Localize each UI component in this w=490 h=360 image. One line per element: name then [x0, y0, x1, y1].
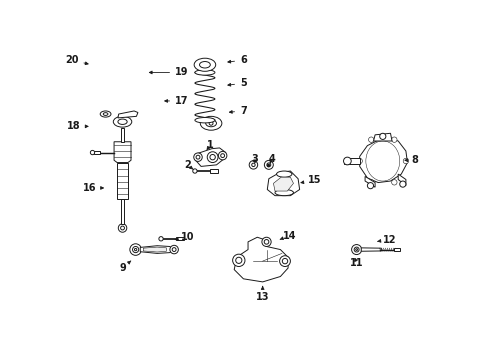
Circle shape — [121, 226, 124, 230]
Ellipse shape — [194, 58, 216, 71]
Polygon shape — [195, 148, 226, 166]
Ellipse shape — [100, 111, 111, 117]
Circle shape — [207, 152, 218, 163]
Ellipse shape — [113, 116, 132, 127]
Ellipse shape — [195, 117, 215, 123]
Text: 20: 20 — [65, 55, 88, 65]
Text: 4: 4 — [269, 154, 275, 164]
Circle shape — [134, 248, 137, 251]
Polygon shape — [373, 133, 392, 141]
Circle shape — [170, 245, 178, 254]
Ellipse shape — [195, 70, 215, 75]
Ellipse shape — [276, 171, 292, 177]
Circle shape — [210, 154, 215, 160]
Ellipse shape — [366, 141, 400, 181]
Ellipse shape — [200, 116, 222, 130]
Circle shape — [219, 152, 227, 160]
Polygon shape — [360, 138, 407, 183]
Circle shape — [193, 169, 197, 173]
Text: 2: 2 — [184, 160, 194, 170]
Text: 1: 1 — [207, 140, 214, 150]
Polygon shape — [234, 237, 288, 282]
Polygon shape — [210, 169, 218, 173]
Circle shape — [209, 121, 213, 125]
Polygon shape — [393, 248, 400, 252]
Polygon shape — [143, 247, 167, 252]
Circle shape — [267, 163, 271, 167]
Circle shape — [368, 180, 374, 185]
Polygon shape — [121, 128, 124, 142]
Polygon shape — [94, 150, 100, 154]
Circle shape — [172, 248, 176, 252]
Circle shape — [343, 157, 351, 165]
Text: 9: 9 — [119, 261, 131, 273]
Circle shape — [403, 158, 409, 164]
Text: 11: 11 — [350, 258, 364, 267]
Text: 12: 12 — [377, 235, 396, 244]
Ellipse shape — [372, 147, 393, 175]
Text: 7: 7 — [229, 106, 247, 116]
Circle shape — [236, 257, 242, 264]
Text: 10: 10 — [175, 232, 194, 242]
Circle shape — [252, 163, 255, 167]
Circle shape — [194, 153, 202, 161]
Circle shape — [264, 239, 269, 244]
Circle shape — [233, 254, 245, 266]
Circle shape — [159, 237, 163, 241]
Circle shape — [392, 137, 397, 142]
Polygon shape — [361, 248, 381, 251]
Circle shape — [220, 154, 224, 158]
Circle shape — [356, 249, 358, 251]
Text: 16: 16 — [83, 183, 103, 193]
Circle shape — [354, 247, 359, 252]
Text: 8: 8 — [405, 155, 418, 165]
Circle shape — [90, 150, 95, 155]
Circle shape — [392, 180, 397, 185]
Polygon shape — [344, 158, 360, 164]
Ellipse shape — [118, 119, 127, 125]
Polygon shape — [176, 237, 184, 240]
Text: 19: 19 — [149, 67, 189, 77]
Polygon shape — [121, 199, 124, 224]
Polygon shape — [268, 171, 300, 196]
Ellipse shape — [199, 62, 210, 68]
Circle shape — [196, 155, 200, 159]
Circle shape — [132, 247, 139, 253]
Circle shape — [380, 133, 386, 139]
Circle shape — [368, 137, 374, 142]
Text: 6: 6 — [228, 55, 247, 65]
Circle shape — [262, 237, 271, 247]
Text: 3: 3 — [251, 154, 258, 164]
Polygon shape — [140, 246, 175, 253]
Circle shape — [368, 183, 373, 189]
Circle shape — [280, 256, 291, 266]
Polygon shape — [117, 163, 128, 199]
Circle shape — [130, 244, 142, 255]
Text: 13: 13 — [256, 287, 270, 302]
Circle shape — [282, 258, 288, 264]
Circle shape — [400, 181, 406, 187]
Ellipse shape — [206, 120, 217, 127]
Ellipse shape — [275, 189, 294, 196]
Text: 15: 15 — [301, 175, 322, 185]
Text: 17: 17 — [165, 96, 189, 106]
Circle shape — [118, 224, 127, 232]
Polygon shape — [114, 142, 131, 163]
Circle shape — [352, 244, 362, 255]
Circle shape — [265, 161, 273, 169]
Text: 5: 5 — [228, 78, 247, 88]
Text: 18: 18 — [67, 121, 88, 131]
Circle shape — [357, 158, 363, 164]
Text: 14: 14 — [280, 231, 296, 241]
Polygon shape — [365, 176, 375, 187]
Polygon shape — [398, 174, 406, 186]
Polygon shape — [273, 177, 294, 191]
Circle shape — [249, 161, 258, 169]
Ellipse shape — [103, 113, 108, 116]
Polygon shape — [118, 111, 138, 118]
